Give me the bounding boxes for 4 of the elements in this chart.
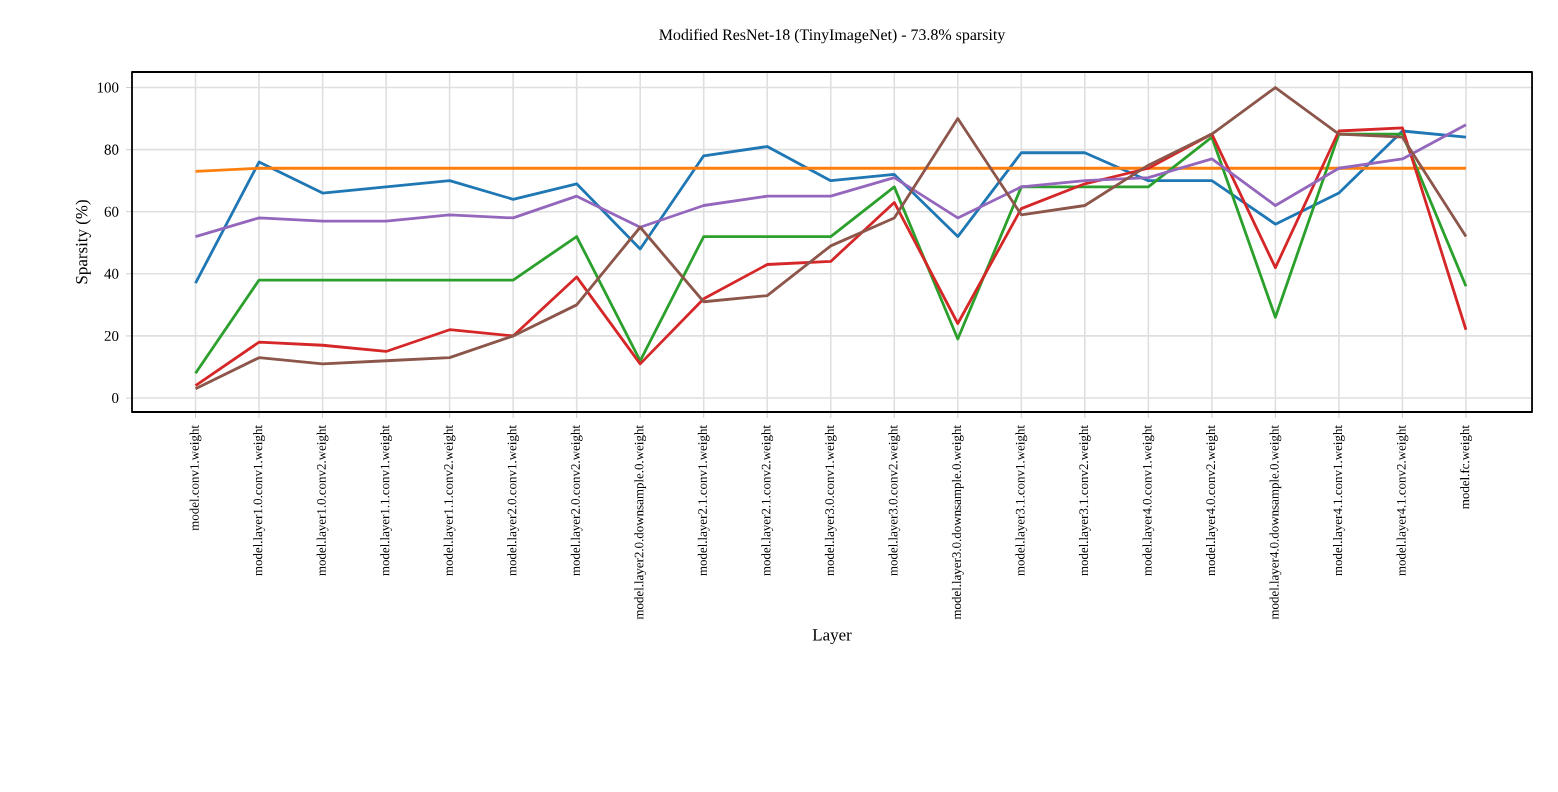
line-series: [194, 123, 1468, 238]
y-axis-title: Sparsity (%): [75, 200, 91, 284]
x-axis-title: Layer: [812, 629, 852, 645]
line-series: [194, 129, 1468, 285]
